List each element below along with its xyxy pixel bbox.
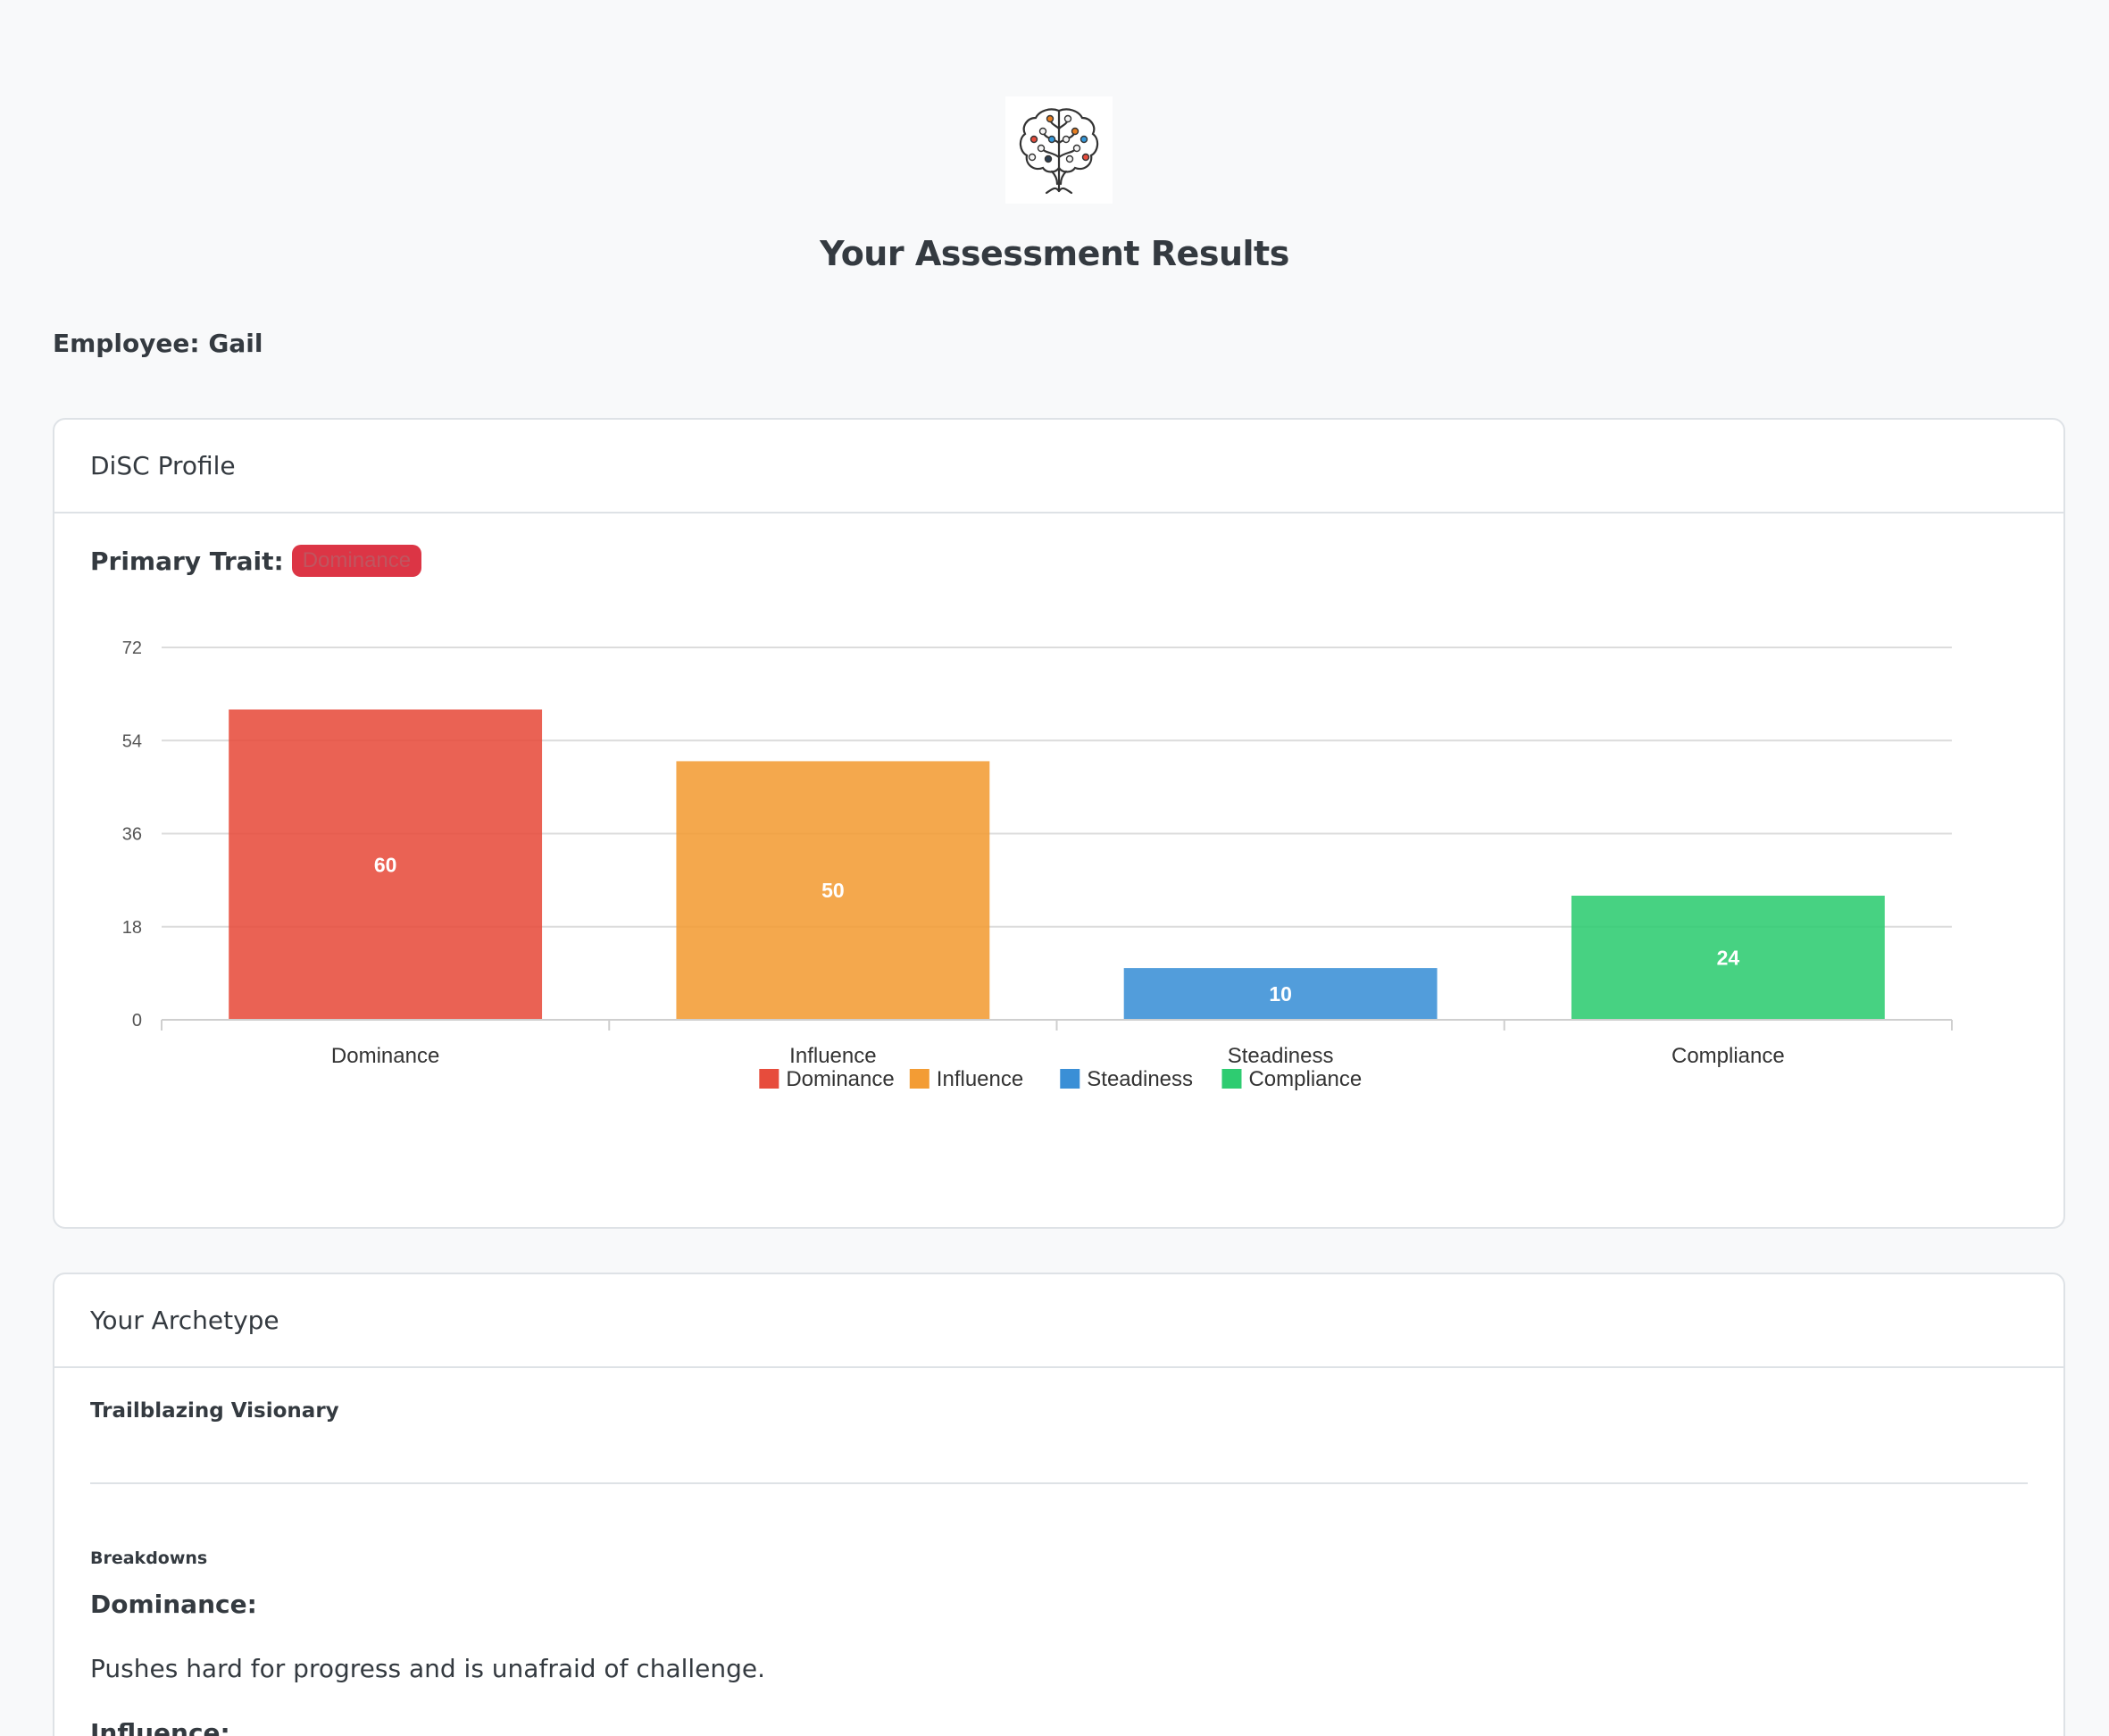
- employee-name: Employee: Gail: [53, 329, 263, 358]
- bar-influence: [676, 761, 990, 1020]
- bar-data-label: 24: [1717, 947, 1740, 970]
- y-tick-label: 72: [122, 638, 142, 658]
- legend-label: Dominance: [786, 1067, 894, 1091]
- disc-profile-card: DiSC Profile Primary Trait: Dominance 0 1…: [53, 418, 2065, 1229]
- x-category-label: Influence: [789, 1044, 876, 1068]
- breakdown-heading-influence: Influence:: [90, 1718, 230, 1736]
- legend-label: Influence: [937, 1067, 1023, 1091]
- bar-data-label: 50: [821, 879, 845, 902]
- legend-label: Compliance: [1248, 1067, 1362, 1091]
- page-title: Your Assessment Results: [820, 234, 1289, 273]
- legend-label: Steadiness: [1087, 1067, 1193, 1091]
- bar-steadiness: [1123, 968, 1438, 1020]
- bar-data-label: 60: [374, 853, 397, 876]
- x-category-label: Steadiness: [1228, 1044, 1334, 1068]
- primary-trait: Primary Trait: Dominance: [90, 545, 422, 577]
- breakdown-text-dominance: Pushes hard for progress and is unafraid…: [90, 1654, 766, 1683]
- company-logo: [1005, 96, 1113, 204]
- bar-data-label: 10: [1269, 982, 1292, 1006]
- legend-swatch-influence: [909, 1069, 929, 1089]
- legend-swatch-dominance: [759, 1069, 779, 1089]
- archetype-name: Trailblazing Visionary: [90, 1399, 339, 1423]
- breakdowns-label: Breakdowns: [90, 1548, 208, 1568]
- brain-tree-icon: [1019, 108, 1099, 195]
- archetype-card-header: Your Archetype: [54, 1274, 2063, 1368]
- bar-compliance: [1571, 896, 1885, 1020]
- legend-swatch-steadiness: [1060, 1069, 1080, 1089]
- primary-trait-label: Primary Trait:: [90, 546, 284, 576]
- primary-trait-badge: Dominance: [291, 545, 422, 577]
- y-tick-label: 0: [132, 1011, 142, 1031]
- archetype-card: Your Archetype Trailblazing Visionary Br…: [53, 1273, 2065, 1736]
- y-tick-label: 54: [122, 731, 142, 751]
- y-tick-label: 36: [122, 825, 142, 845]
- disc-card-header: DiSC Profile: [54, 420, 2063, 513]
- x-category-label: Compliance: [1671, 1044, 1785, 1068]
- archetype-divider: [90, 1482, 2028, 1484]
- disc-bar-chart: 0 18 36 54 72 60 Dominance 50 Influence 10 Steadin…: [122, 638, 1953, 1091]
- y-tick-label: 18: [122, 918, 142, 938]
- x-category-label: Dominance: [331, 1044, 439, 1068]
- legend-swatch-compliance: [1221, 1069, 1242, 1089]
- breakdown-heading-dominance: Dominance:: [90, 1590, 257, 1619]
- bar-dominance: [229, 709, 543, 1020]
